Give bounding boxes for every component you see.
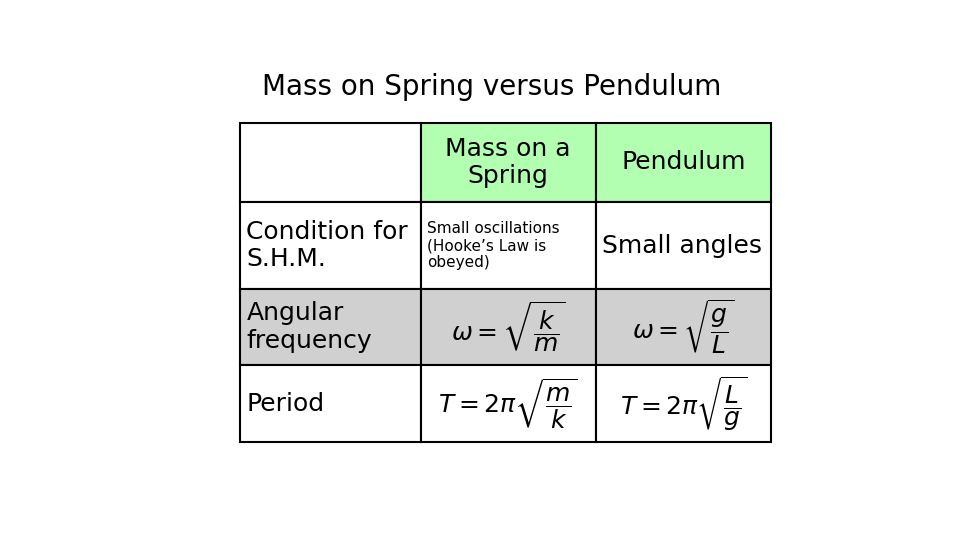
Bar — [596, 366, 771, 442]
Text: Small angles: Small angles — [602, 234, 762, 258]
Bar — [420, 202, 596, 289]
Text: Mass on Spring versus Pendulum: Mass on Spring versus Pendulum — [262, 73, 722, 101]
Text: $T = 2\pi\sqrt{\dfrac{L}{g}}$: $T = 2\pi\sqrt{\dfrac{L}{g}}$ — [619, 375, 747, 433]
Bar — [240, 366, 420, 442]
Text: Condition for
S.H.M.: Condition for S.H.M. — [247, 220, 408, 272]
Text: Mass on a
Spring: Mass on a Spring — [445, 137, 571, 188]
Text: Small oscillations
(Hooke’s Law is
obeyed): Small oscillations (Hooke’s Law is obeye… — [427, 221, 560, 271]
Bar — [596, 289, 771, 366]
Text: $\omega = \sqrt{\dfrac{k}{m}}$: $\omega = \sqrt{\dfrac{k}{m}}$ — [451, 300, 565, 354]
Bar — [420, 123, 596, 202]
Bar — [240, 289, 420, 366]
Bar — [240, 123, 420, 202]
Bar — [420, 289, 596, 366]
Text: Pendulum: Pendulum — [621, 151, 746, 174]
Bar — [420, 366, 596, 442]
Text: $T = 2\pi\sqrt{\dfrac{m}{k}}$: $T = 2\pi\sqrt{\dfrac{m}{k}}$ — [438, 376, 578, 431]
Bar — [240, 202, 420, 289]
Bar — [596, 123, 771, 202]
Text: Period: Period — [247, 392, 324, 416]
Text: $\omega = \sqrt{\dfrac{g}{L}}$: $\omega = \sqrt{\dfrac{g}{L}}$ — [633, 298, 734, 356]
Text: Angular
frequency: Angular frequency — [247, 301, 372, 353]
Bar — [596, 202, 771, 289]
